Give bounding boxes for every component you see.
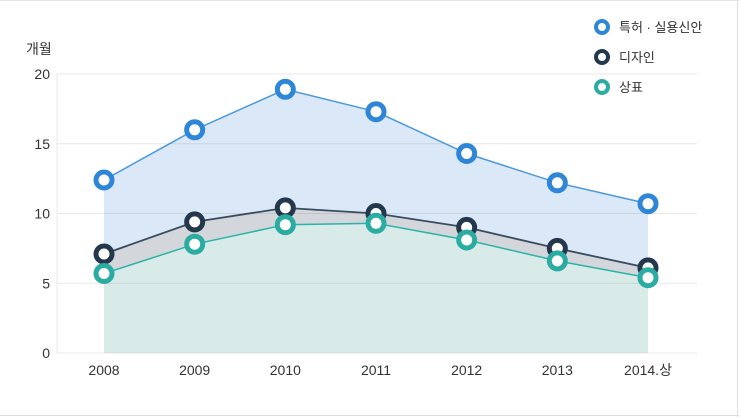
legend: 특허 · 실용신안 디자인 상표 xyxy=(594,17,702,96)
data-point xyxy=(456,143,478,164)
y-axis-unit-label: 개월 xyxy=(26,41,52,57)
legend-item-design[interactable]: 디자인 xyxy=(594,47,702,66)
trademark-series-ring-icon xyxy=(594,78,610,95)
patent-series-ring-icon xyxy=(594,18,610,35)
design-series-ring-icon xyxy=(594,48,610,65)
page-right-border xyxy=(737,1,738,417)
data-point xyxy=(93,169,115,191)
legend-item-patent[interactable]: 특허 · 실용신안 xyxy=(594,17,702,36)
data-point xyxy=(365,101,387,123)
page-bottom-border xyxy=(0,415,739,416)
y-tick-label: 15 xyxy=(34,136,50,152)
x-tick-label: 2013 xyxy=(542,362,573,378)
data-point xyxy=(93,243,115,265)
data-point xyxy=(93,263,115,284)
legend-label-design: 디자인 xyxy=(619,50,655,65)
x-tick-label: 2009 xyxy=(179,362,210,378)
data-point xyxy=(184,211,206,233)
data-point xyxy=(456,229,478,251)
y-tick-label: 20 xyxy=(34,66,50,82)
x-tick-label: 2010 xyxy=(270,362,301,378)
legend-item-trademark[interactable]: 상표 xyxy=(594,77,702,96)
data-point xyxy=(274,78,296,100)
x-tick-label: 2012 xyxy=(451,362,482,378)
data-point xyxy=(274,197,296,219)
data-point xyxy=(637,193,659,215)
legend-label-patent: 특허 · 실용신안 xyxy=(619,20,703,35)
data-point xyxy=(365,212,387,234)
series-area-2 xyxy=(104,223,648,353)
data-point xyxy=(546,172,568,194)
x-tick-label: 2008 xyxy=(88,362,119,378)
x-tick-label: 2014.상 xyxy=(624,362,672,378)
legend-label-trademark: 상표 xyxy=(619,80,643,95)
data-point xyxy=(184,119,206,141)
data-point xyxy=(184,233,206,255)
data-point xyxy=(546,250,568,272)
y-tick-label: 10 xyxy=(34,206,50,222)
data-point xyxy=(274,214,296,236)
y-tick-label: 0 xyxy=(42,345,50,361)
data-point xyxy=(637,267,659,289)
x-tick-label: 2011 xyxy=(361,362,391,378)
y-tick-label: 5 xyxy=(42,275,50,291)
